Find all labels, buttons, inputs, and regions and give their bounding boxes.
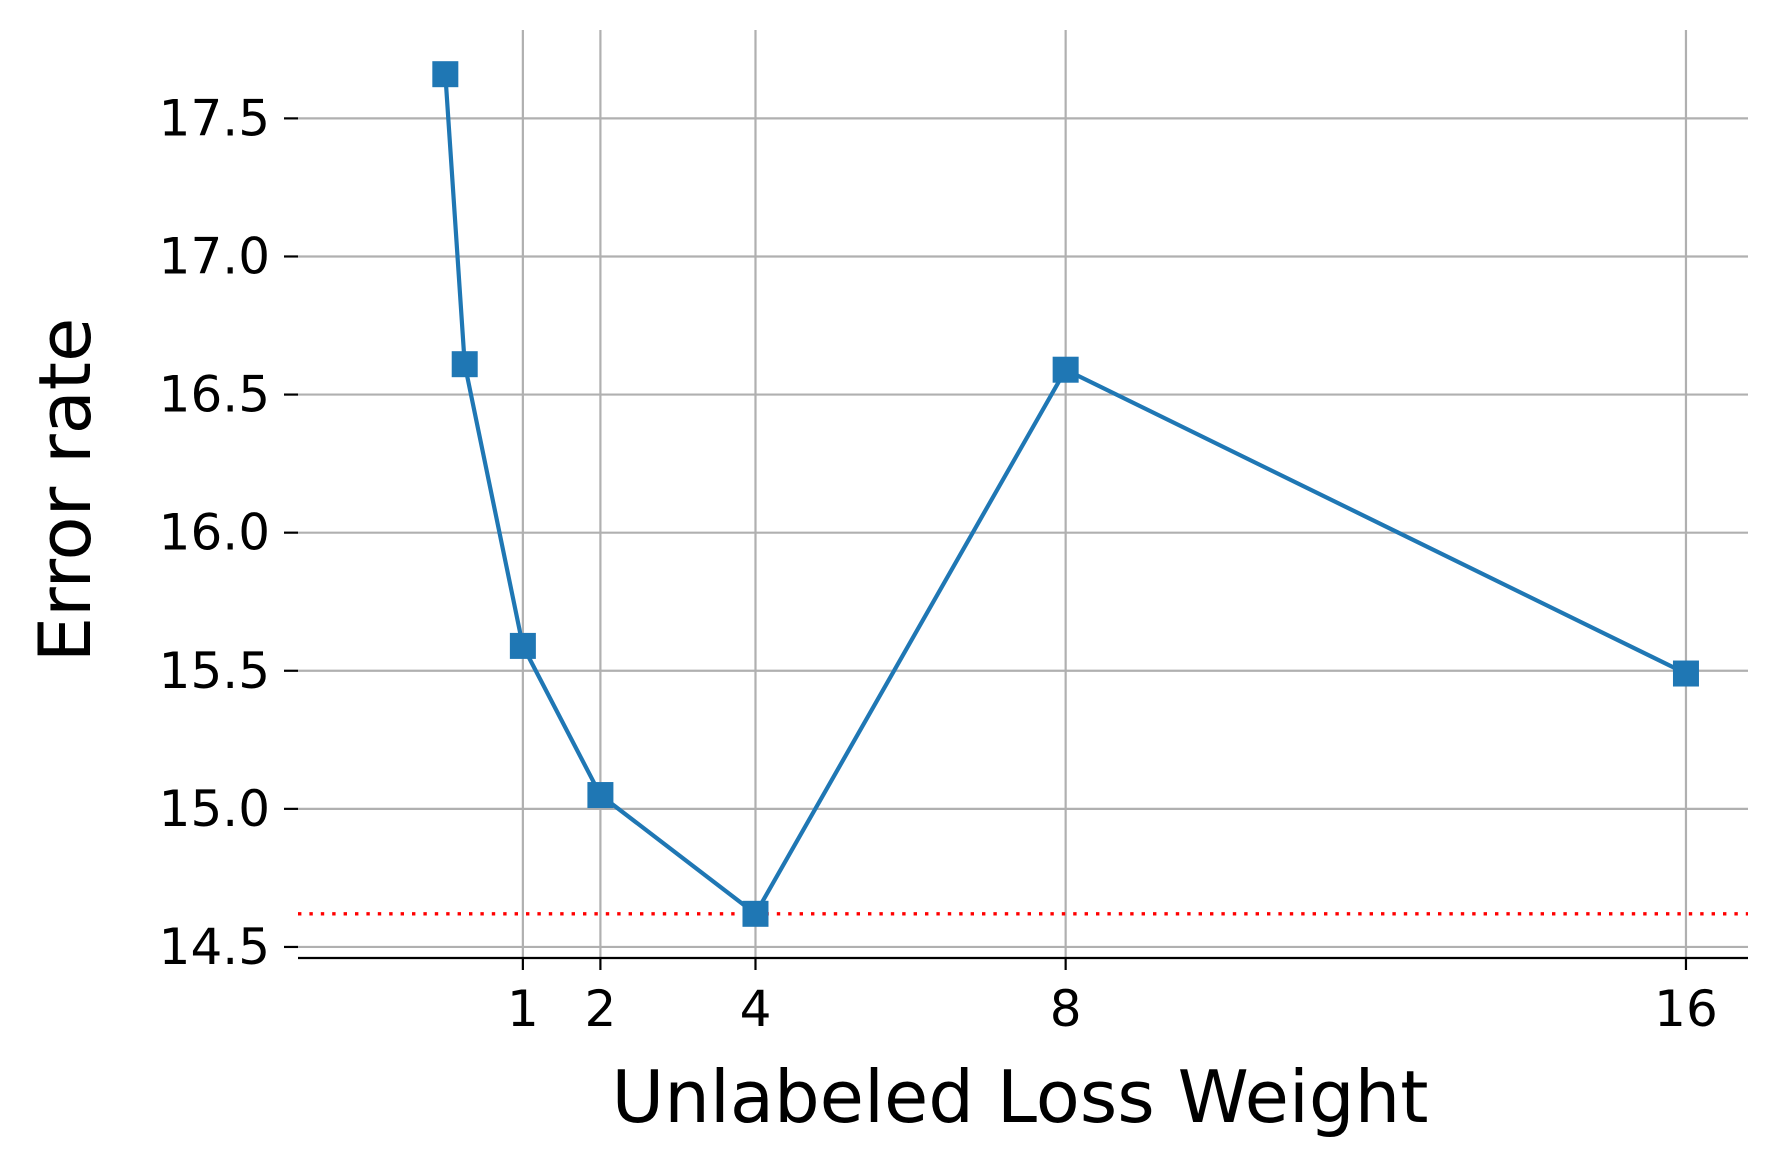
axes [284,117,1748,970]
data-point-marker [742,900,769,927]
y-tick-label: 15.0 [159,780,270,838]
x-tick-label: 8 [1050,980,1082,1038]
y-tick-label: 16.0 [159,504,270,562]
y-tick-label: 14.5 [159,918,270,976]
data-point-marker [587,782,614,809]
grid-lines [298,30,1748,958]
data-point-marker [432,61,459,88]
data-point-marker [451,351,478,378]
data-point-marker [1052,356,1079,383]
x-tick-label: 1 [507,980,539,1038]
x-tick-label: 16 [1654,980,1718,1038]
x-axis-title: Unlabeled Loss Weight [612,1055,1429,1139]
data-point-marker [1672,660,1699,687]
series-layer [432,61,1699,927]
data-point-marker [509,632,536,659]
y-tick-label: 15.5 [159,642,270,700]
x-tick-label: 2 [585,980,617,1038]
x-tick-label: 4 [740,980,772,1038]
y-axis-title: Error rate [23,318,107,663]
y-tick-label: 16.5 [159,366,270,424]
tick-labels: 1 2 4 8 16 14.5 15.0 15.5 16.0 16.5 17.0 17.5 [159,89,1718,1038]
y-tick-label: 17.5 [159,89,270,147]
y-tick-label: 17.0 [159,227,270,285]
